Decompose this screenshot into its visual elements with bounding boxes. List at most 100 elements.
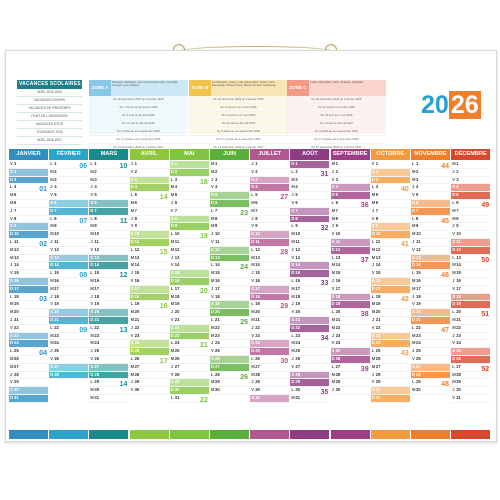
day-row: M 17 bbox=[290, 286, 330, 294]
day-row: J 30 bbox=[451, 387, 491, 395]
day-number: 31 bbox=[375, 395, 381, 400]
day-row: V 20 bbox=[290, 309, 330, 317]
weekday-letter: S bbox=[412, 363, 415, 369]
day-row: J 25 bbox=[411, 348, 450, 356]
day-row: V 19 bbox=[411, 301, 450, 310]
weekday-letter: V bbox=[331, 285, 335, 291]
day-row: L 13 bbox=[451, 255, 491, 263]
weekday-letter: J bbox=[50, 184, 53, 190]
day-row: M 14 bbox=[451, 262, 491, 271]
week-number: 50 bbox=[481, 256, 490, 264]
day-number: 31 bbox=[14, 395, 19, 400]
day-row: S 17 bbox=[129, 285, 169, 294]
weekday-letter: M bbox=[10, 356, 14, 361]
weekday-letter: L bbox=[251, 246, 254, 252]
weekday-letter: D bbox=[331, 301, 335, 307]
weekday-letter: S bbox=[170, 379, 174, 385]
day-row: D 30 bbox=[169, 387, 209, 395]
weekday-letter: J bbox=[331, 387, 334, 393]
weekday-letter: J bbox=[130, 161, 133, 166]
weekday-letter: V bbox=[251, 223, 254, 229]
day-row: J 24 bbox=[210, 340, 249, 349]
week-number: 04 bbox=[39, 350, 47, 358]
month-grid: JANVIER V 1 S 2 D 3 L 4 01 M 5 M 6 J 7 V 8 S 9 D 10 L 11 02 M 12 M 1… bbox=[9, 149, 492, 439]
weekday-letter: S bbox=[291, 207, 295, 213]
weekday-letter: V bbox=[291, 309, 295, 315]
day-row: J 29 bbox=[250, 379, 290, 388]
day-number: 5 bbox=[94, 192, 97, 198]
day-number: 20 bbox=[54, 309, 59, 315]
day-row: V 12 bbox=[89, 247, 129, 255]
weekday-letter: M bbox=[130, 262, 135, 268]
day-number: 15 bbox=[375, 270, 381, 276]
day-number: 24 bbox=[134, 340, 140, 346]
day-row: V 26 bbox=[49, 356, 89, 364]
day-row: M 18 bbox=[169, 294, 209, 302]
day-row: M 14 bbox=[129, 262, 169, 271]
month-name: NOVEMBRE bbox=[411, 149, 450, 160]
day-row: M 16 bbox=[49, 278, 89, 286]
day-number: 28 bbox=[134, 371, 140, 377]
day-number: 8 bbox=[416, 215, 419, 221]
weekday-letter: S bbox=[291, 262, 295, 268]
week-number: 38 bbox=[360, 311, 369, 319]
weekday-letter: M bbox=[90, 387, 94, 393]
weekday-letter: L bbox=[130, 301, 134, 307]
weekday-letter: M bbox=[170, 184, 175, 190]
weekday-letter: D bbox=[291, 324, 295, 330]
day-number: 6 bbox=[134, 200, 137, 205]
zone-academies: Aix-Marseille, Amiens, Lille, Nancy-Metz… bbox=[212, 81, 276, 88]
weekday-letter: S bbox=[90, 309, 94, 315]
weekday-letter: M bbox=[371, 192, 376, 198]
weekday-letter: V bbox=[10, 324, 13, 330]
day-number: 14 bbox=[375, 262, 381, 268]
day-number: 25 bbox=[54, 348, 59, 354]
weekday-letter: V bbox=[90, 192, 94, 198]
day-number: 6 bbox=[335, 200, 338, 205]
day-row: S 30 bbox=[9, 387, 48, 395]
weekday-letter: M bbox=[452, 371, 456, 377]
weekday-letter: M bbox=[170, 301, 175, 307]
day-number: 26 bbox=[255, 356, 260, 361]
day-row: V 12 bbox=[411, 247, 450, 255]
weekday-letter: L bbox=[170, 395, 174, 400]
day-number: 2 bbox=[14, 168, 17, 174]
day-number: 10 bbox=[335, 231, 341, 237]
weekday-letter: V bbox=[50, 301, 53, 307]
week-number: 21 bbox=[200, 342, 208, 350]
day-number: 3 bbox=[54, 176, 57, 182]
weekday-letter: M bbox=[130, 371, 135, 377]
zone-academies: Besançon, Bordeaux, Clermont-Ferrand, Di… bbox=[112, 81, 179, 88]
day-row: M 12 bbox=[169, 247, 209, 255]
day-number: 5 bbox=[255, 192, 258, 198]
day-row: M 24 bbox=[290, 340, 330, 349]
weekday-letter: M bbox=[371, 301, 376, 307]
day-row: M 30 bbox=[89, 387, 129, 395]
day-number: 29 bbox=[335, 379, 341, 385]
day-number: 23 bbox=[375, 332, 381, 338]
weekday-letter: L bbox=[412, 161, 415, 166]
weekday-letter: J bbox=[331, 278, 334, 283]
weekday-letter: V bbox=[371, 324, 375, 330]
day-number: 12 bbox=[14, 246, 19, 252]
day-number: 17 bbox=[335, 285, 341, 291]
day-row: V 29 bbox=[9, 379, 48, 388]
day-row: L 25 bbox=[9, 348, 48, 356]
day-number: 7 bbox=[375, 207, 379, 213]
day-row: M 22 bbox=[330, 325, 370, 333]
day-row: M 16 bbox=[210, 278, 249, 286]
weekday-letter: J bbox=[452, 223, 455, 229]
weekday-letter: J bbox=[10, 371, 13, 377]
day-number: 12 bbox=[335, 246, 341, 252]
day-number: 17 bbox=[14, 285, 19, 291]
day-number: 17 bbox=[375, 285, 381, 291]
holiday-period-label: PONT DE L'ASCENSION bbox=[17, 113, 82, 121]
weekday-letter: S bbox=[50, 309, 53, 315]
weekday-letter: L bbox=[251, 192, 254, 198]
weekday-letter: L bbox=[291, 168, 294, 174]
